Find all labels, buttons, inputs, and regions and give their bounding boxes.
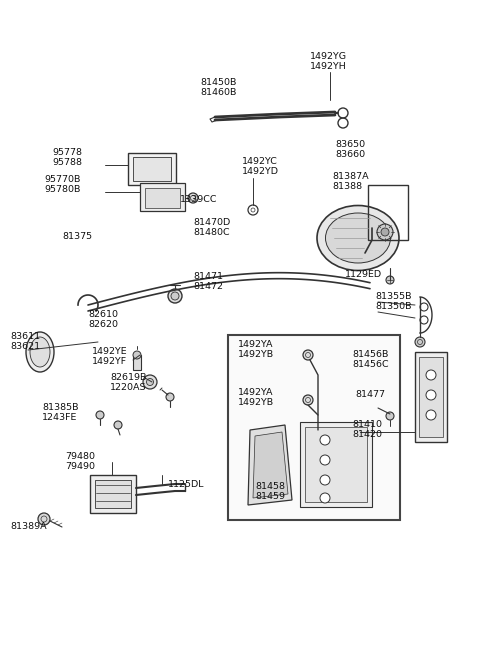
Text: 81385B
1243FE: 81385B 1243FE — [42, 403, 79, 422]
Text: 1492YE
1492YF: 1492YE 1492YF — [92, 347, 128, 366]
Text: 81410
81420: 81410 81420 — [352, 420, 382, 440]
Text: 83611
83621: 83611 83621 — [10, 332, 40, 351]
Text: 82610
82620: 82610 82620 — [88, 310, 118, 329]
Circle shape — [426, 370, 436, 380]
Circle shape — [143, 375, 157, 389]
Circle shape — [114, 421, 122, 429]
Bar — [95, 480, 131, 508]
Bar — [128, 153, 176, 185]
Text: 1339CC: 1339CC — [180, 195, 217, 204]
Ellipse shape — [30, 337, 50, 367]
Circle shape — [386, 412, 394, 420]
Circle shape — [188, 193, 198, 203]
Circle shape — [96, 411, 104, 419]
Ellipse shape — [317, 206, 399, 271]
Ellipse shape — [325, 213, 391, 263]
Circle shape — [133, 351, 141, 359]
Circle shape — [415, 337, 425, 347]
Bar — [133, 355, 141, 370]
Text: 81456B
81456C: 81456B 81456C — [352, 350, 389, 369]
Bar — [368, 185, 408, 240]
Circle shape — [381, 228, 389, 236]
Text: 81458
81459: 81458 81459 — [255, 482, 285, 501]
Bar — [228, 335, 400, 520]
Bar — [140, 183, 185, 211]
Circle shape — [426, 410, 436, 420]
Text: 81450B
81460B: 81450B 81460B — [200, 78, 236, 98]
Polygon shape — [253, 432, 288, 498]
Circle shape — [38, 513, 50, 525]
Text: 1492YC
1492YD: 1492YC 1492YD — [242, 157, 279, 176]
Bar — [305, 427, 367, 502]
Circle shape — [426, 390, 436, 400]
Text: 81477: 81477 — [355, 390, 385, 399]
Text: 81470D
81480C: 81470D 81480C — [193, 218, 230, 237]
Text: 81355B
81350B: 81355B 81350B — [375, 292, 411, 311]
Polygon shape — [248, 425, 292, 505]
Text: 82619B
1220AS: 82619B 1220AS — [110, 373, 146, 392]
Text: 79480
79490: 79480 79490 — [65, 452, 95, 472]
Circle shape — [320, 493, 330, 503]
Bar — [300, 422, 372, 507]
Bar — [145, 188, 180, 208]
Text: 95770B
95780B: 95770B 95780B — [44, 175, 80, 195]
Text: 81471
81472: 81471 81472 — [193, 272, 223, 291]
Circle shape — [168, 289, 182, 303]
Bar — [415, 352, 447, 442]
Circle shape — [320, 475, 330, 485]
Circle shape — [171, 292, 179, 300]
Text: 95778
95788: 95778 95788 — [52, 148, 82, 168]
Circle shape — [386, 276, 394, 284]
Text: 1492YA
1492YB: 1492YA 1492YB — [238, 340, 274, 360]
Text: 1129ED: 1129ED — [345, 270, 382, 279]
Text: 1492YA
1492YB: 1492YA 1492YB — [238, 388, 274, 407]
Circle shape — [377, 224, 393, 240]
Text: 1492YG
1492YH: 1492YG 1492YH — [310, 52, 347, 71]
Text: 1125DL: 1125DL — [168, 480, 204, 489]
Text: 83650
83660: 83650 83660 — [335, 140, 365, 159]
Circle shape — [166, 393, 174, 401]
Bar — [133, 157, 171, 181]
Ellipse shape — [26, 332, 54, 372]
Text: 81389A: 81389A — [10, 522, 47, 531]
Text: 81387A
81388: 81387A 81388 — [332, 172, 369, 191]
Circle shape — [320, 455, 330, 465]
Circle shape — [303, 350, 313, 360]
Circle shape — [320, 435, 330, 445]
Circle shape — [303, 395, 313, 405]
Text: 81375: 81375 — [62, 232, 92, 241]
Circle shape — [146, 379, 154, 386]
Bar — [419, 357, 443, 437]
Bar — [90, 475, 136, 513]
